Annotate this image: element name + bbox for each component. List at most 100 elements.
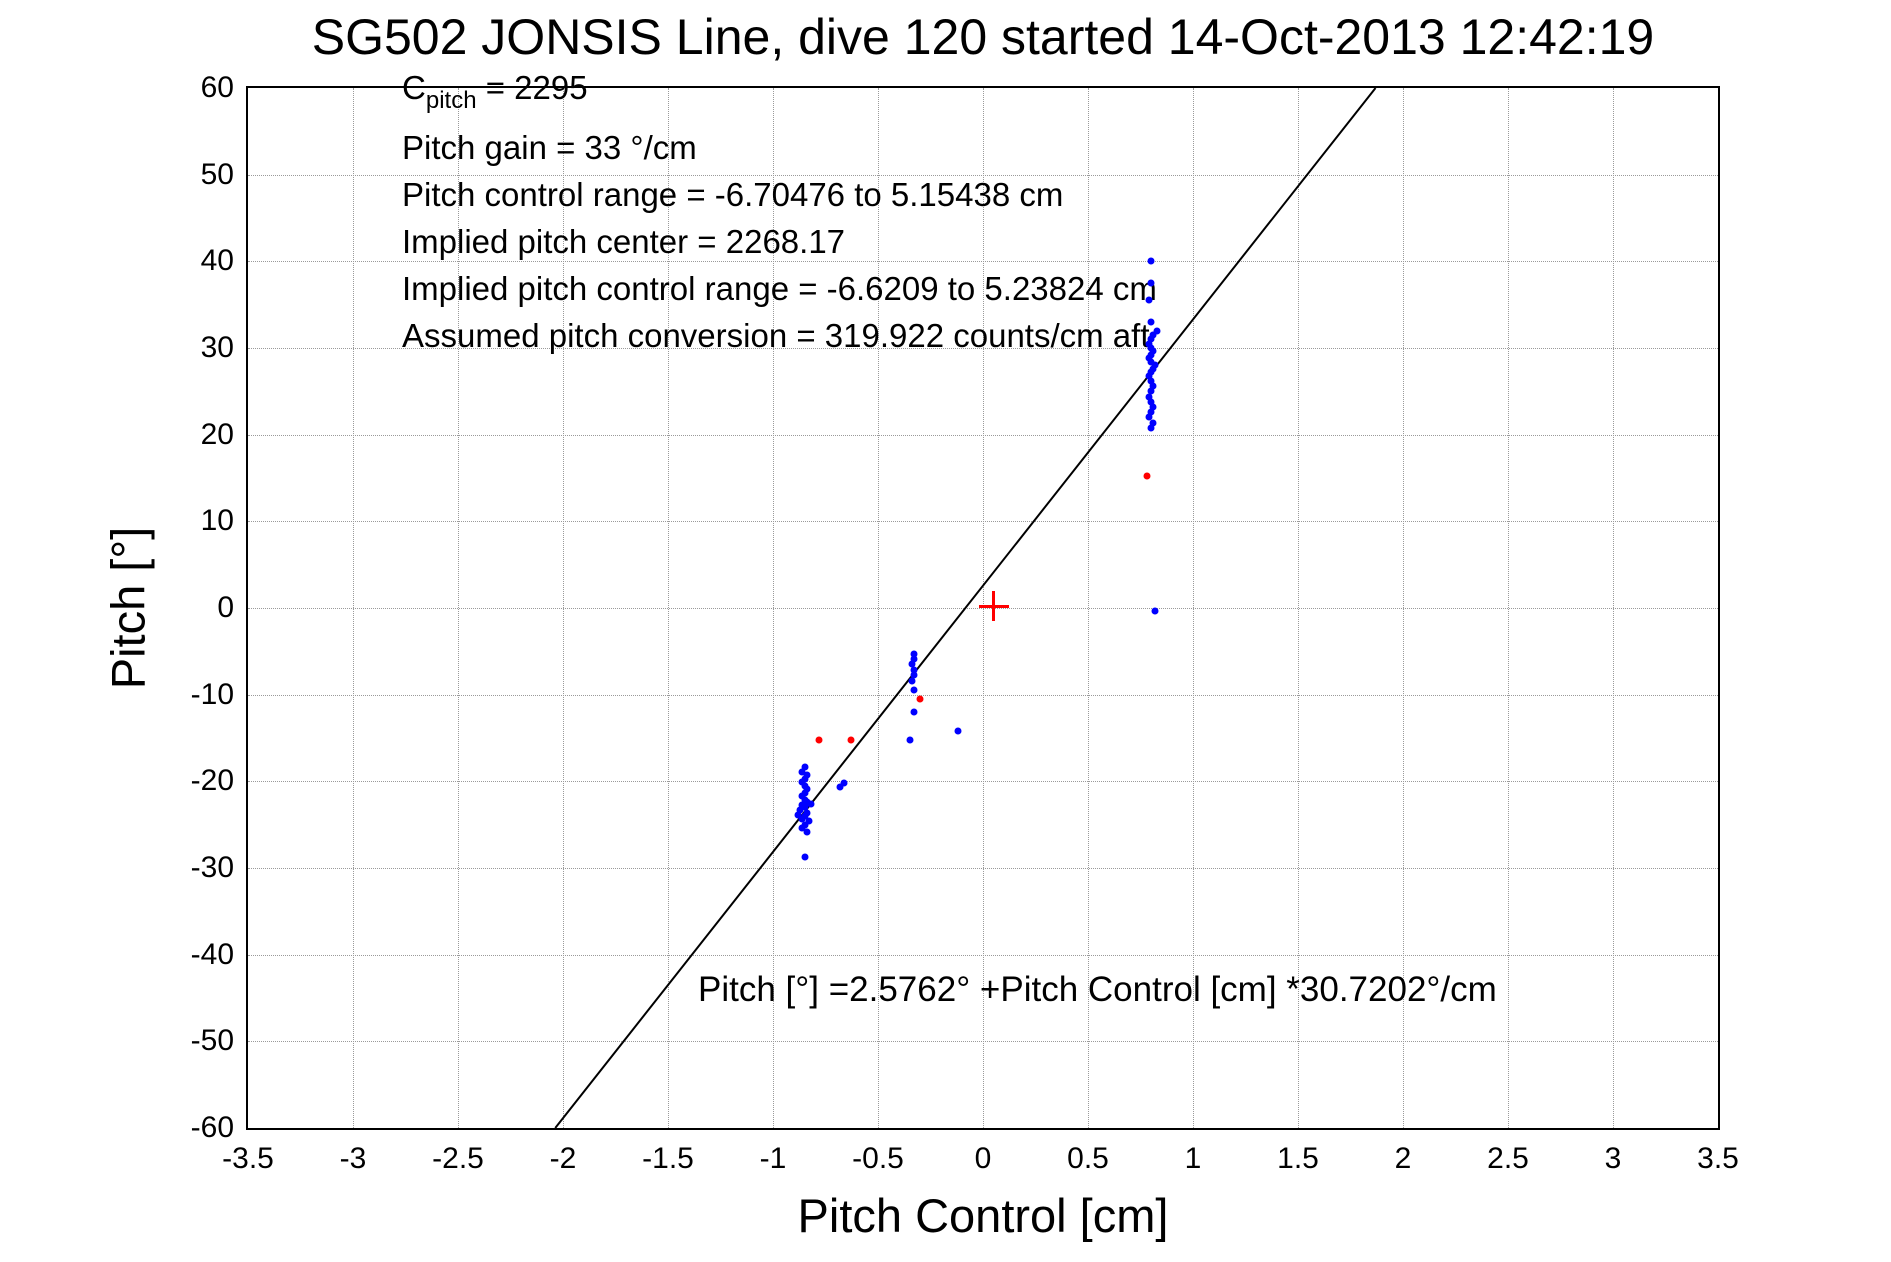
- y-tick-label: -50: [190, 1024, 234, 1058]
- x-tick-label: -3: [339, 1142, 367, 1175]
- data-point-pitch-samples: [1145, 393, 1153, 401]
- data-point-pitch-samples: [1149, 365, 1157, 373]
- data-point-pitch-samples: [1147, 279, 1155, 287]
- data-point-pitch-samples: [836, 783, 844, 791]
- chart-title: SG502 JONSIS Line, dive 120 started 14-O…: [311, 9, 1655, 65]
- data-point-flagged-samples: [815, 736, 823, 744]
- data-point-pitch-samples: [1149, 382, 1157, 390]
- x-tick-label: 3: [1604, 1142, 1622, 1175]
- data-point-pitch-samples: [796, 806, 804, 814]
- data-point-pitch-samples: [910, 655, 918, 663]
- y-tick-label: 0: [217, 591, 234, 624]
- x-tick-label: 0: [974, 1142, 992, 1175]
- stats-text: = 2295: [476, 69, 588, 106]
- data-point-pitch-samples: [1147, 335, 1155, 343]
- x-tick-label: -3.5: [222, 1142, 274, 1175]
- y-gridline: [248, 781, 1718, 783]
- stats-text: Pitch gain = 33 °/cm: [402, 129, 697, 166]
- data-point-pitch-samples: [798, 824, 806, 832]
- data-point-pitch-samples: [1149, 347, 1157, 355]
- stats-line: Pitch gain = 33 °/cm: [402, 124, 1157, 171]
- data-point-pitch-samples: [1147, 358, 1155, 366]
- stats-text: Implied pitch center = 2268.17: [402, 223, 846, 260]
- data-point-pitch-samples: [801, 763, 808, 771]
- x-tick-label: -2.5: [432, 1142, 484, 1175]
- data-point-pitch-samples: [803, 798, 811, 806]
- data-point-pitch-samples: [803, 828, 811, 836]
- data-point-pitch-samples: [1151, 361, 1159, 369]
- data-point-pitch-samples: [906, 736, 913, 744]
- y-tick-label: 50: [200, 157, 234, 191]
- data-point-pitch-samples: [1147, 257, 1155, 265]
- stats-text: C: [402, 69, 426, 106]
- stats-line: Implied pitch center = 2268.17: [402, 218, 1157, 265]
- data-point-pitch-samples: [1145, 413, 1153, 421]
- fit-line-layer: [554, 87, 1377, 1129]
- data-point-pitch-samples: [910, 650, 918, 658]
- stats-line: Pitch control range = -6.70476 to 5.1543…: [402, 171, 1157, 218]
- data-point-flagged-samples: [1143, 472, 1151, 480]
- stats-text: Assumed pitch conversion = 319.922 count…: [402, 317, 1150, 354]
- data-point-pitch-samples: [1147, 318, 1155, 326]
- data-point-pitch-samples: [910, 686, 918, 694]
- stats-text: Implied pitch control range = -6.6209 to…: [402, 270, 1157, 307]
- data-point-pitch-samples: [801, 853, 808, 861]
- data-point-pitch-samples: [910, 666, 918, 674]
- x-tick-label: 3.5: [1697, 1142, 1739, 1175]
- y-tick-label: 60: [200, 71, 234, 104]
- data-point-pitch-samples: [908, 677, 916, 685]
- data-point-pitch-samples: [1145, 354, 1153, 362]
- x-tick-label: 1: [1184, 1142, 1202, 1175]
- y-tick-label: -20: [190, 764, 234, 798]
- data-point-pitch-samples: [801, 803, 808, 811]
- data-point-pitch-samples: [807, 800, 815, 808]
- data-point-pitch-samples: [1149, 403, 1157, 411]
- y-gridline: [248, 348, 1718, 349]
- data-point-pitch-samples: [798, 815, 806, 823]
- stats-line: Assumed pitch conversion = 319.922 count…: [402, 312, 1157, 359]
- y-tick-label: -60: [190, 1111, 234, 1144]
- data-point-pitch-samples: [1147, 351, 1155, 359]
- x-tick-label: 2: [1394, 1142, 1412, 1175]
- y-gridline: [248, 954, 1718, 956]
- y-gridline: [248, 868, 1718, 869]
- x-tick-label: 0.5: [1067, 1142, 1109, 1175]
- data-point-flagged-samples: [847, 736, 855, 744]
- y-tick-label: 40: [200, 244, 234, 278]
- data-point-pitch-samples: [805, 817, 813, 825]
- data-point-pitch-samples: [1147, 377, 1155, 385]
- y-gridline: [248, 261, 1718, 263]
- stats-subscript: pitch: [425, 87, 477, 114]
- y-gridline: [248, 1041, 1718, 1043]
- y-tick-label: 10: [200, 504, 234, 538]
- data-point-pitch-samples: [1149, 419, 1157, 427]
- data-point-pitch-samples: [1145, 372, 1153, 380]
- y-gridline: [248, 434, 1718, 436]
- x-tick-label: -2: [549, 1142, 577, 1175]
- data-point-pitch-samples: [910, 708, 918, 716]
- data-point-pitch-samples: [1151, 607, 1159, 615]
- data-point-pitch-samples: [1145, 340, 1153, 348]
- data-point-pitch-samples: [1153, 327, 1161, 335]
- stats-line: Implied pitch control range = -6.6209 to…: [402, 265, 1157, 312]
- y-tick-label: -30: [190, 851, 234, 884]
- y-tick-label: 30: [200, 331, 234, 364]
- x-tick-label: -1: [759, 1142, 787, 1175]
- data-point-flagged-samples: [916, 695, 924, 703]
- data-point-pitch-samples: [1147, 398, 1155, 406]
- x-axis-label: Pitch Control [cm]: [797, 1189, 1169, 1242]
- y-gridline: [248, 608, 1718, 609]
- data-point-pitch-samples: [840, 779, 848, 787]
- data-point-pitch-samples: [954, 727, 962, 735]
- x-tick-label: -0.5: [852, 1142, 904, 1175]
- stats-annotation: Cpitch = 2295 Pitch gain = 33 °/cm Pitch c…: [402, 64, 1157, 359]
- data-point-pitch-samples: [910, 671, 918, 679]
- center-plus-marker: [978, 591, 1009, 622]
- y-tick-label: 20: [200, 417, 234, 451]
- y-axis-label: Pitch [°]: [101, 526, 155, 690]
- data-point-pitch-samples: [1145, 296, 1153, 304]
- fit-line: [554, 87, 1377, 1129]
- y-tick-label: -40: [190, 937, 234, 971]
- stats-text: Pitch control range = -6.70476 to 5.1543…: [402, 176, 1064, 213]
